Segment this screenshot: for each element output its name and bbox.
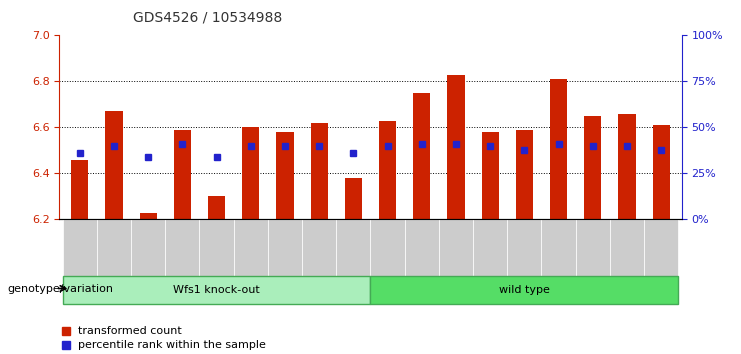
Text: transformed count: transformed count [78,326,182,336]
Bar [97,219,131,277]
Bar [63,219,97,277]
Bar [653,125,670,219]
Bar [370,219,405,277]
Bar [242,127,259,219]
Bar [208,196,225,219]
Bar [268,219,302,277]
Bar [542,219,576,277]
Bar [233,219,268,277]
Text: percentile rank within the sample: percentile rank within the sample [78,340,266,350]
Bar [610,219,644,277]
Bar [405,219,439,277]
Bar [508,219,542,277]
Text: Wfs1 knock-out: Wfs1 knock-out [173,285,260,295]
Bar [165,219,199,277]
Bar [413,93,431,219]
Bar [199,219,233,277]
Bar [174,130,191,219]
Bar [71,160,88,219]
Bar [345,178,362,219]
Bar [302,219,336,277]
Bar [439,219,473,277]
Bar [473,219,508,277]
Bar [139,212,157,219]
Bar [336,219,370,277]
Bar [584,116,602,219]
Bar [550,79,567,219]
Bar [310,123,328,219]
Bar [131,219,165,277]
Bar [482,132,499,219]
Bar [370,276,678,304]
Bar [105,112,122,219]
Bar [619,114,636,219]
Bar [576,219,610,277]
Bar [516,130,533,219]
Text: GDS4526 / 10534988: GDS4526 / 10534988 [133,11,282,25]
Bar [644,219,678,277]
Bar [276,132,293,219]
Text: wild type: wild type [499,285,550,295]
Text: genotype/variation: genotype/variation [7,284,113,293]
Bar [63,276,370,304]
Bar [379,121,396,219]
Bar [448,75,465,219]
